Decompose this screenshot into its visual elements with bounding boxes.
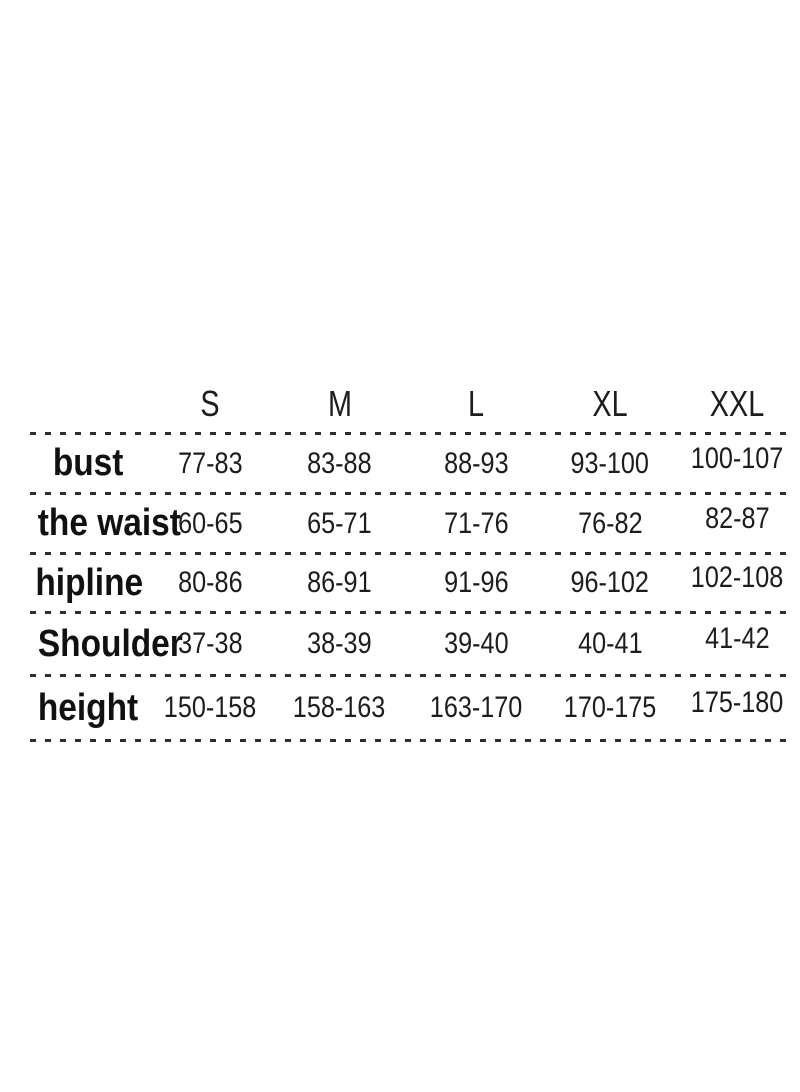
cell-value: 82-87 bbox=[705, 501, 770, 535]
column-header-l: L bbox=[407, 383, 545, 425]
row-label-text: bust bbox=[52, 442, 124, 484]
cell-value: 39-40 bbox=[443, 627, 509, 660]
cell-value: 100-107 bbox=[691, 441, 784, 475]
size-cell-bust-m: 83-88 bbox=[272, 447, 407, 481]
column-header-xxl: XXL bbox=[675, 383, 800, 425]
size-cell-shoulder-l: 39-40 bbox=[407, 627, 545, 661]
size-cell-waist-s: 60-65 bbox=[148, 507, 272, 541]
size-cell-bust-s: 77-83 bbox=[148, 447, 272, 481]
cell-value: 83-88 bbox=[307, 446, 372, 480]
table-row-bust: bust 77-83 83-88 88-93 93-100 100-107 bbox=[0, 435, 800, 492]
dashed-divider bbox=[30, 432, 788, 435]
header-row: S M L XL XXL bbox=[0, 375, 800, 432]
row-label-text: hipline bbox=[35, 561, 144, 604]
cell-value: 41-42 bbox=[705, 622, 770, 655]
cell-value: 76-82 bbox=[577, 506, 643, 540]
size-cell-shoulder-xxl: 41-42 bbox=[675, 622, 800, 661]
cell-value: 71-76 bbox=[443, 506, 509, 540]
cell-value: 60-65 bbox=[177, 506, 243, 540]
column-header-label: S bbox=[200, 382, 220, 424]
size-cell-waist-xl: 76-82 bbox=[545, 507, 675, 541]
size-cell-waist-l: 71-76 bbox=[407, 507, 545, 541]
size-cell-height-l: 163-170 bbox=[407, 691, 545, 725]
row-label-text: the waist bbox=[37, 502, 181, 544]
table-row-hipline: hipline 80-86 86-91 91-96 96-102 102-108 bbox=[0, 555, 800, 611]
table-row-waist: the waist 60-65 65-71 71-76 76-82 82-87 bbox=[0, 495, 800, 552]
row-label-text: height bbox=[37, 686, 139, 729]
cell-value: 40-41 bbox=[577, 627, 643, 660]
row-label-text: Shoulder bbox=[37, 622, 183, 665]
cell-value: 150-158 bbox=[163, 691, 257, 724]
cell-value: 93-100 bbox=[570, 446, 650, 480]
size-cell-height-xxl: 175-180 bbox=[675, 686, 800, 725]
row-label-hipline: hipline bbox=[0, 562, 148, 605]
size-cell-hipline-l: 91-96 bbox=[407, 566, 545, 600]
column-header-s: S bbox=[148, 383, 272, 425]
cell-value: 175-180 bbox=[691, 686, 784, 719]
cell-value: 163-170 bbox=[429, 691, 523, 724]
size-cell-height-xl: 170-175 bbox=[545, 691, 675, 725]
column-header-label: L bbox=[467, 382, 485, 424]
cell-value: 102-108 bbox=[691, 561, 784, 594]
size-cell-height-m: 158-163 bbox=[272, 691, 407, 725]
dashed-divider bbox=[30, 674, 788, 677]
size-cell-bust-xxl: 100-107 bbox=[675, 442, 800, 481]
size-cell-bust-xl: 93-100 bbox=[545, 447, 675, 481]
size-cell-hipline-m: 86-91 bbox=[272, 566, 407, 600]
row-label-bust: bust bbox=[0, 442, 148, 485]
column-header-label: XXL bbox=[710, 382, 765, 424]
cell-value: 158-163 bbox=[293, 691, 386, 724]
size-cell-hipline-xxl: 102-108 bbox=[675, 561, 800, 600]
cell-value: 86-91 bbox=[307, 566, 372, 599]
table-row-height: height 150-158 158-163 163-170 170-175 1… bbox=[0, 677, 800, 739]
column-header-m: M bbox=[272, 383, 407, 425]
cell-value: 88-93 bbox=[443, 446, 509, 480]
row-label-waist: the waist bbox=[0, 502, 181, 545]
column-header-label: M bbox=[327, 382, 352, 424]
cell-value: 77-83 bbox=[177, 446, 243, 480]
size-cell-shoulder-xl: 40-41 bbox=[545, 627, 675, 661]
size-cell-bust-l: 88-93 bbox=[407, 447, 545, 481]
size-chart-table: S M L XL XXL bust 77-83 83-88 88-93 93-1… bbox=[0, 375, 800, 742]
dashed-divider bbox=[30, 552, 788, 555]
cell-value: 80-86 bbox=[177, 566, 243, 599]
cell-value: 38-39 bbox=[307, 627, 372, 660]
size-cell-shoulder-s: 37-38 bbox=[148, 627, 272, 661]
size-cell-hipline-xl: 96-102 bbox=[545, 566, 675, 600]
size-cell-height-s: 150-158 bbox=[148, 691, 272, 725]
cell-value: 91-96 bbox=[443, 566, 509, 599]
dashed-divider bbox=[30, 611, 788, 614]
row-label-shoulder: Shoulder bbox=[0, 623, 183, 666]
dashed-divider bbox=[30, 739, 788, 742]
size-cell-waist-xxl: 82-87 bbox=[675, 502, 800, 541]
cell-value: 96-102 bbox=[570, 566, 650, 599]
size-cell-waist-m: 65-71 bbox=[272, 507, 407, 541]
dashed-divider bbox=[30, 492, 788, 495]
cell-value: 65-71 bbox=[307, 506, 372, 540]
size-cell-shoulder-m: 38-39 bbox=[272, 627, 407, 661]
row-label-height: height bbox=[0, 687, 148, 730]
cell-value: 37-38 bbox=[177, 627, 243, 660]
column-header-label: XL bbox=[592, 382, 628, 424]
cell-value: 170-175 bbox=[563, 691, 657, 724]
size-cell-hipline-s: 80-86 bbox=[148, 566, 272, 600]
table-row-shoulder: Shoulder 37-38 38-39 39-40 40-41 41-42 bbox=[0, 614, 800, 674]
column-header-xl: XL bbox=[545, 383, 675, 425]
